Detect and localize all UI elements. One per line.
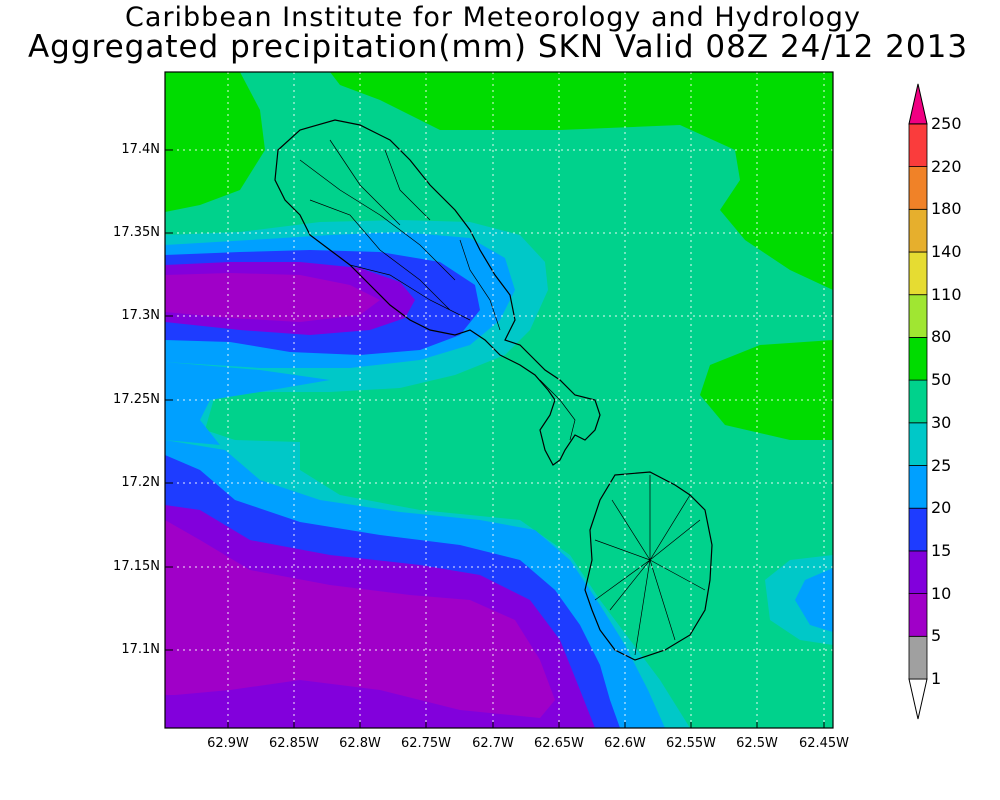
legend-label: 5: [931, 626, 942, 646]
lon-label: 62.85W: [268, 736, 320, 751]
lon-label: 62.5W: [736, 736, 778, 751]
lon-label: 62.45W: [798, 736, 850, 751]
lon-label: 62.9W: [207, 736, 249, 751]
precipitation-legend: [908, 83, 928, 720]
legend-arrow-low: [908, 678, 928, 720]
contour-30-50-southeast: [725, 648, 833, 728]
lat-label: 17.15N: [113, 559, 160, 574]
legend-label: 15: [931, 540, 952, 560]
lon-label: 62.6W: [604, 736, 646, 751]
legend-swatch: [908, 550, 928, 595]
legend-label: 180: [931, 199, 962, 219]
map-ticks: [165, 149, 825, 728]
contour-50-80-northwest: [165, 72, 265, 212]
legend-label: 30: [931, 412, 952, 432]
legend-label: 110: [931, 284, 962, 304]
legend-swatch: [908, 251, 928, 296]
lat-label: 17.35N: [113, 225, 160, 240]
lat-label: 17.25N: [113, 392, 160, 407]
lat-label: 17.3N: [121, 308, 160, 323]
contour-50-80-north: [330, 72, 833, 290]
legend-swatch: [908, 336, 928, 381]
legend-swatch: [908, 635, 928, 680]
precipitation-contours: [165, 72, 833, 728]
lat-label: 17.2N: [121, 475, 160, 490]
legend-label: 80: [931, 327, 952, 347]
legend-swatch: [908, 208, 928, 253]
lat-label: 17.1N: [121, 642, 160, 657]
map-title-product: Aggregated precipitation(mm) SKN Valid 0…: [27, 29, 969, 65]
legend-label: 25: [931, 455, 952, 475]
contour-5-10-northwest: [165, 273, 380, 322]
lon-label: 62.65W: [533, 736, 585, 751]
legend-swatch: [908, 123, 928, 168]
contour-50-80-east: [700, 340, 833, 440]
lon-label: 62.7W: [472, 736, 514, 751]
lon-label: 62.75W: [400, 736, 452, 751]
legend-label: 10: [931, 583, 952, 603]
legend-label: 140: [931, 242, 962, 261]
legend-swatch: [908, 465, 928, 509]
legend-label: 20: [931, 498, 952, 518]
legend-swatch: [908, 166, 928, 210]
legend-swatch: [908, 379, 928, 424]
legend-swatch: [908, 422, 928, 466]
legend-label: 220: [931, 156, 962, 176]
legend-swatch: [908, 507, 928, 552]
legend-label: 50: [931, 370, 952, 390]
st-kitts-island: [274, 119, 601, 466]
legend-label: 250: [931, 113, 962, 133]
lon-label: 62.8W: [339, 736, 381, 751]
contour-20-25-bay: [165, 362, 330, 445]
lat-label: 17.4N: [121, 142, 160, 157]
legend-swatch: [908, 294, 928, 338]
legend-label: 1: [931, 669, 942, 688]
lon-label: 62.55W: [665, 736, 717, 751]
map-title-institute: Caribbean Institute for Meteorology and …: [125, 2, 861, 33]
legend-arrow-high: [908, 83, 928, 125]
legend-swatch: [908, 593, 928, 637]
map-gridlines: [165, 72, 833, 728]
